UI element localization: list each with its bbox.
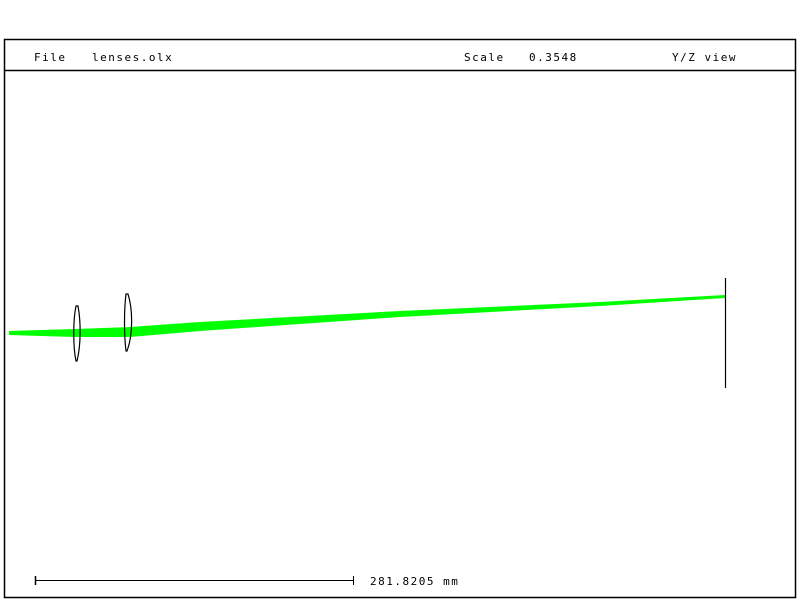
lens-2 bbox=[123, 293, 133, 352]
scale-value: 0.3548 bbox=[529, 51, 578, 64]
ray-beam bbox=[9, 295, 725, 337]
scale-bar bbox=[34, 576, 354, 585]
file-label: File bbox=[34, 51, 67, 64]
view-label: Y/Z view bbox=[672, 51, 737, 64]
scale-bar-length: 281.8205 mm bbox=[370, 575, 459, 588]
file-name: lenses.olx bbox=[92, 51, 173, 64]
view-frame bbox=[3, 38, 797, 599]
scale-label: Scale bbox=[464, 51, 505, 64]
lens-1 bbox=[73, 305, 81, 362]
